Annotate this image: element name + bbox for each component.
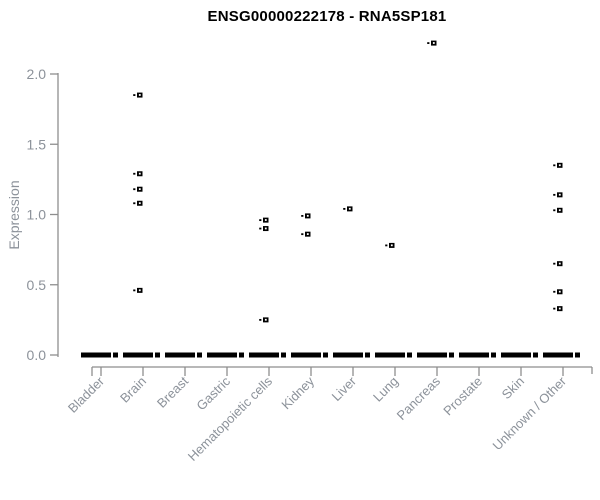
data-point-center [558, 164, 561, 167]
data-point-dash [259, 318, 262, 321]
x-tick-label: Prostate [440, 374, 485, 419]
chart-title: ENSG00000222178 - RNA5SP181 [207, 8, 447, 25]
data-point-center [306, 233, 309, 235]
data-point-dash [553, 290, 556, 293]
zero-cluster-bar [365, 352, 370, 358]
zero-cluster-bar [239, 352, 244, 358]
data-point-dash [133, 289, 136, 292]
data-point-center [264, 227, 267, 230]
zero-cluster-bar [501, 352, 531, 358]
data-point-dash [343, 207, 346, 210]
data-point-center [432, 42, 435, 44]
data-point-center [264, 219, 267, 221]
zero-cluster-bar [533, 352, 538, 358]
data-point-center [558, 193, 561, 196]
y-tick-label: 1.0 [27, 207, 47, 223]
zero-cluster-bar [113, 352, 118, 358]
x-tick-label: Breast [154, 373, 191, 410]
data-point-center [264, 318, 267, 321]
data-point-center [138, 289, 141, 292]
zero-cluster-bar [197, 352, 202, 358]
data-point-center [558, 290, 561, 293]
zero-cluster-bar [81, 352, 111, 358]
data-point-center [558, 307, 561, 310]
zero-cluster-bar [375, 352, 405, 358]
zero-cluster-bar [291, 352, 321, 358]
data-point-center [138, 94, 141, 96]
y-tick-label: 1.5 [27, 136, 47, 152]
data-point-center [558, 262, 561, 265]
zero-cluster-bar [323, 352, 328, 358]
zero-cluster-bar [333, 352, 363, 358]
zero-cluster-bar [281, 352, 286, 358]
data-point-center [558, 209, 561, 212]
zero-cluster-bar [407, 352, 412, 358]
data-point-dash [133, 202, 136, 205]
data-point-dash [553, 262, 556, 265]
zero-cluster-bar [123, 352, 153, 358]
y-tick-label: 0.5 [27, 277, 47, 293]
data-point-dash [259, 219, 262, 222]
data-point-dash [553, 193, 556, 196]
data-point-dash [301, 215, 304, 217]
x-tick-label: Bladder [65, 373, 108, 416]
x-tick-label: Unknown / Other [490, 373, 570, 453]
data-point-center [138, 172, 141, 175]
data-point-dash [133, 94, 136, 96]
x-tick-label: Brain [117, 374, 149, 406]
x-tick-label: Liver [329, 373, 360, 404]
zero-cluster-bar [417, 352, 447, 358]
data-point-dash [133, 172, 136, 175]
zero-cluster-bar [207, 352, 237, 358]
zero-cluster-bar [575, 352, 580, 358]
y-tick-label: 0.0 [27, 347, 47, 363]
x-tick-label: Kidney [278, 373, 317, 412]
x-tick-label: Gastric [193, 373, 233, 413]
zero-cluster-bar [459, 352, 489, 358]
zero-cluster-bar [543, 352, 573, 358]
data-point-dash [553, 209, 556, 212]
x-tick-label: Lung [370, 374, 401, 405]
data-point-center [306, 214, 309, 217]
data-point-center [348, 207, 351, 210]
y-tick-label: 2.0 [27, 66, 47, 82]
zero-cluster-bar [249, 352, 279, 358]
zero-cluster-bar [155, 352, 160, 358]
zero-cluster-bar [449, 352, 454, 358]
data-point-dash [553, 307, 556, 310]
data-point-dash [427, 42, 430, 44]
data-point-dash [553, 164, 556, 167]
x-tick-label: Skin [499, 374, 527, 402]
data-point-center [138, 188, 141, 191]
data-point-dash [301, 233, 304, 236]
data-point-dash [385, 244, 388, 247]
data-point-dash [259, 227, 262, 230]
zero-cluster-bar [491, 352, 496, 358]
data-point-center [138, 202, 141, 205]
data-point-center [390, 244, 393, 247]
zero-cluster-bar [165, 352, 195, 358]
x-tick-label: Pancreas [394, 373, 444, 423]
data-point-dash [133, 188, 136, 191]
